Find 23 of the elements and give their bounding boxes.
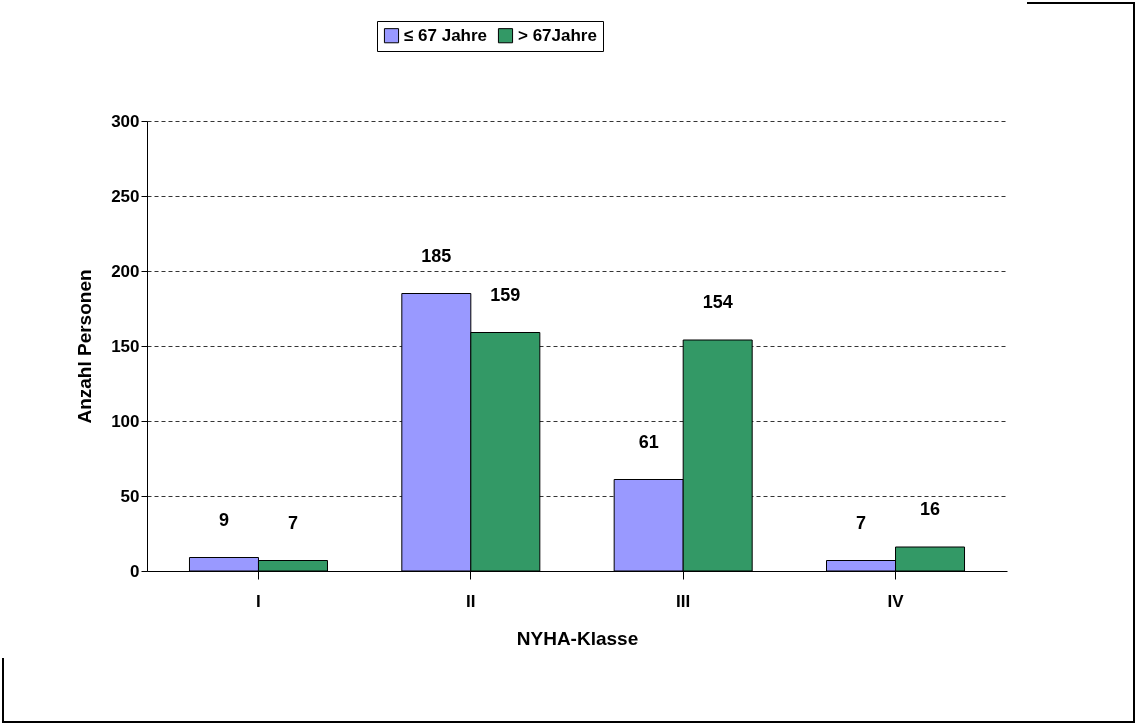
y-tick-label: 0 [130,561,140,581]
data-label: 7 [856,512,867,533]
x-axis-title: NYHA-Klasse [516,627,639,649]
data-label: 154 [702,292,733,312]
y-tick-label: 50 [120,486,140,506]
x-tick-label: II [466,591,476,611]
data-label: 7 [287,512,298,533]
x-tick-label: III [676,591,691,611]
y-tick-label: 200 [111,261,140,281]
y-axis-title: Anzahl Personen [74,269,96,424]
legend-label: ≤ 67 Jahre [404,25,488,45]
legend-label: > 67Jahre [518,25,597,45]
data-label: 61 [638,431,659,452]
x-tick-label: IV [887,591,905,611]
x-tick-label: I [256,591,261,611]
data-label: 159 [490,284,521,305]
data-label: 9 [218,509,229,530]
y-tick-label: 300 [111,111,140,131]
data-label: 16 [920,499,941,519]
data-label: 185 [421,245,452,266]
y-tick-label: 250 [111,186,140,206]
y-tick-label: 100 [111,411,140,431]
y-tick-label: 150 [111,336,140,356]
